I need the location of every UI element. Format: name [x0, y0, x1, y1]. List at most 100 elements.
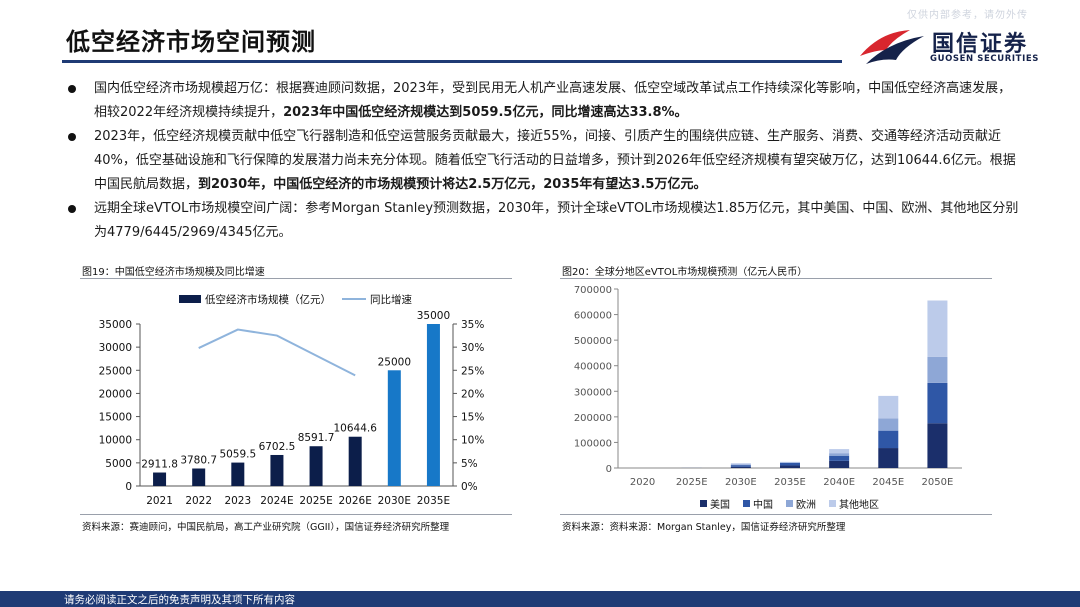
y-right-tick-label: 0% — [461, 481, 478, 493]
y-tick-label: 200000 — [574, 413, 612, 424]
y-tick-label: 100000 — [574, 438, 612, 449]
bar-data-label: 5059.5 — [219, 449, 256, 461]
company-logo: 国信证券 GUOSEN SECURITIES — [858, 26, 1038, 66]
legend-swatch — [743, 500, 750, 507]
legend-swatch-market-size — [179, 295, 201, 303]
y-left-tick-label: 35000 — [99, 319, 132, 331]
y-tick-label: 700000 — [574, 285, 612, 296]
y-left-tick-label: 20000 — [99, 388, 132, 400]
bullet-item: 2023年，低空经济规模贡献中低空飞行器制造和低空运营服务贡献最大，接近55%，… — [66, 125, 1022, 197]
x-tick-label: 2023 — [224, 495, 251, 507]
stacked-bar-segment — [730, 465, 751, 467]
bar — [426, 324, 440, 486]
figure-20-top-rule — [560, 278, 992, 279]
legend-label-market-size: 低空经济市场规模（亿元） — [205, 293, 331, 306]
bar — [270, 454, 284, 486]
bullet-text: 国内低空经济市场规模超万亿：根据赛迪顾问数据，2023年，受到民用无人机产业高速… — [94, 81, 1011, 120]
x-tick-label: 2040E — [823, 477, 855, 488]
bar — [348, 436, 362, 486]
footer-disclaimer: 请务必阅读正文之后的免责声明及其项下所有内容 — [64, 594, 295, 606]
title-divider — [62, 60, 842, 63]
x-tick-label: 2030E — [725, 477, 757, 488]
footer-bar: 请务必阅读正文之后的免责声明及其项下所有内容 — [0, 591, 1080, 607]
y-tick-label: 0 — [606, 464, 612, 475]
stacked-bar-segment — [780, 465, 800, 468]
stacked-bar-segment — [730, 466, 751, 468]
stacked-bar-segment — [927, 356, 948, 383]
figure-19-title: 图19：中国低空经济市场规模及同比增速 — [82, 267, 265, 278]
bullet-item: 远期全球eVTOL市场规模空间广阔：参考Morgan Stanley预测数据，2… — [66, 197, 1022, 245]
stacked-bar-segment — [829, 455, 850, 461]
stacked-bar-segment — [780, 461, 800, 463]
stacked-bar-segment — [829, 449, 850, 454]
figure-19-top-rule — [80, 278, 512, 279]
bar — [153, 472, 167, 486]
bar-data-label: 10644.6 — [333, 423, 377, 435]
legend-swatch — [700, 500, 707, 507]
bullet-text-span: 2023年，低空经济规模贡献中低空飞行器制造和低空运营服务贡献最大，接近55%，… — [94, 129, 1016, 192]
x-tick-label: 2050E — [922, 477, 954, 488]
figure-20-bottom-rule — [560, 514, 992, 515]
x-tick-label: 2045E — [872, 477, 904, 488]
x-tick-label: 2025E — [676, 477, 708, 488]
y-tick-label: 400000 — [574, 362, 612, 373]
bar-data-label: 3780.7 — [180, 455, 217, 467]
logo-english-name: GUOSEN SECURITIES — [930, 54, 1039, 64]
stacked-bar-segment — [927, 423, 948, 468]
bullet-text-span: 远期全球eVTOL市场规模空间广阔：参考Morgan Stanley预测数据，2… — [94, 201, 1019, 240]
legend-label-growth: 同比增速 — [370, 293, 412, 306]
y-left-tick-label: 15000 — [99, 412, 132, 424]
watermark: 仅供内部参考，请勿外传 — [907, 10, 1028, 21]
legend-label: 中国 — [753, 498, 773, 511]
bar-data-label: 25000 — [378, 356, 411, 368]
y-left-tick-label: 5000 — [105, 458, 132, 470]
bar — [387, 370, 401, 486]
bullet-list: 国内低空经济市场规模超万亿：根据赛迪顾问数据，2023年，受到民用无人机产业高速… — [66, 77, 1022, 245]
figure-19-chart: 低空经济市场规模（亿元） 同比增速 0 5000 10000 15000 20000 2500… — [99, 293, 485, 507]
bullet-dot-icon — [68, 133, 76, 141]
legend-label: 美国 — [710, 498, 730, 511]
stacked-bar-segment — [878, 430, 899, 449]
bullet-dot-icon — [68, 205, 76, 213]
legend-swatch — [786, 500, 793, 507]
x-tick-label: 2025E — [299, 495, 332, 507]
figure-19-source: 资料来源：赛迪顾问，中国民航局，高工产业研究院（GGII），国信证券经济研究所整… — [82, 522, 450, 533]
y-tick-label: 300000 — [574, 387, 612, 398]
legend-label: 其他地区 — [839, 498, 879, 511]
legend-swatch — [829, 500, 836, 507]
bar-data-label: 6702.5 — [259, 441, 296, 453]
stacked-bar-segment — [780, 462, 800, 463]
bullet-bold-span: 到2030年，中国低空经济的市场规模预计将达2.5万亿元，2035年有望达3.5… — [198, 177, 707, 192]
bullet-text-span: 国内低空经济市场规模超万亿：根据赛迪顾问数据，2023年，受到民用无人机产业高速… — [94, 81, 1012, 120]
page-title: 低空经济市场空间预测 — [66, 28, 316, 56]
bar-data-label: 2911.8 — [141, 459, 178, 471]
bar — [192, 468, 206, 486]
y-left-tick-label: 30000 — [99, 342, 132, 354]
stacked-bar-segment — [927, 382, 948, 424]
x-tick-label: 2035E — [417, 495, 450, 507]
x-tick-label: 2035E — [774, 477, 806, 488]
growth-line — [198, 328, 356, 377]
y-left-tick-label: 25000 — [99, 365, 132, 377]
bullet-bold-span: 2023年中国低空经济规模达到5059.5亿元，同比增速高达33.8%。 — [283, 105, 688, 120]
bar-data-label: 35000 — [417, 310, 450, 322]
x-tick-label: 2024E — [260, 495, 293, 507]
y-right-tick-label: 5% — [461, 458, 478, 470]
figure-20-source: 资料来源：资料来源：Morgan Stanley，国信证券经济研究所整理 — [562, 522, 846, 533]
figure-20-chart: 0 100000 200000 300000 400000 500000 600000 700… — [574, 285, 962, 511]
figure-20-title: 图20：全球分地区eVTOL市场规模预测（亿元人民币） — [562, 267, 808, 278]
y-right-tick-label: 30% — [461, 342, 484, 354]
bullet-text: 远期全球eVTOL市场规模空间广阔：参考Morgan Stanley预测数据，2… — [94, 201, 1018, 240]
y-right-tick-label: 10% — [461, 435, 484, 447]
bullet-text: 2023年，低空经济规模贡献中低空飞行器制造和低空运营服务贡献最大，接近55%，… — [94, 129, 1016, 192]
y-tick-label: 500000 — [574, 336, 612, 347]
legend-label: 欧洲 — [796, 499, 816, 511]
bullet-dot-icon — [68, 85, 76, 93]
bar — [309, 446, 323, 486]
y-right-tick-label: 15% — [461, 412, 484, 424]
stacked-bar-segment — [730, 464, 751, 466]
y-right-tick-label: 35% — [461, 319, 484, 331]
stacked-bar-segment — [829, 453, 850, 456]
x-tick-label: 2022 — [185, 495, 212, 507]
stacked-bar-segment — [829, 460, 850, 468]
